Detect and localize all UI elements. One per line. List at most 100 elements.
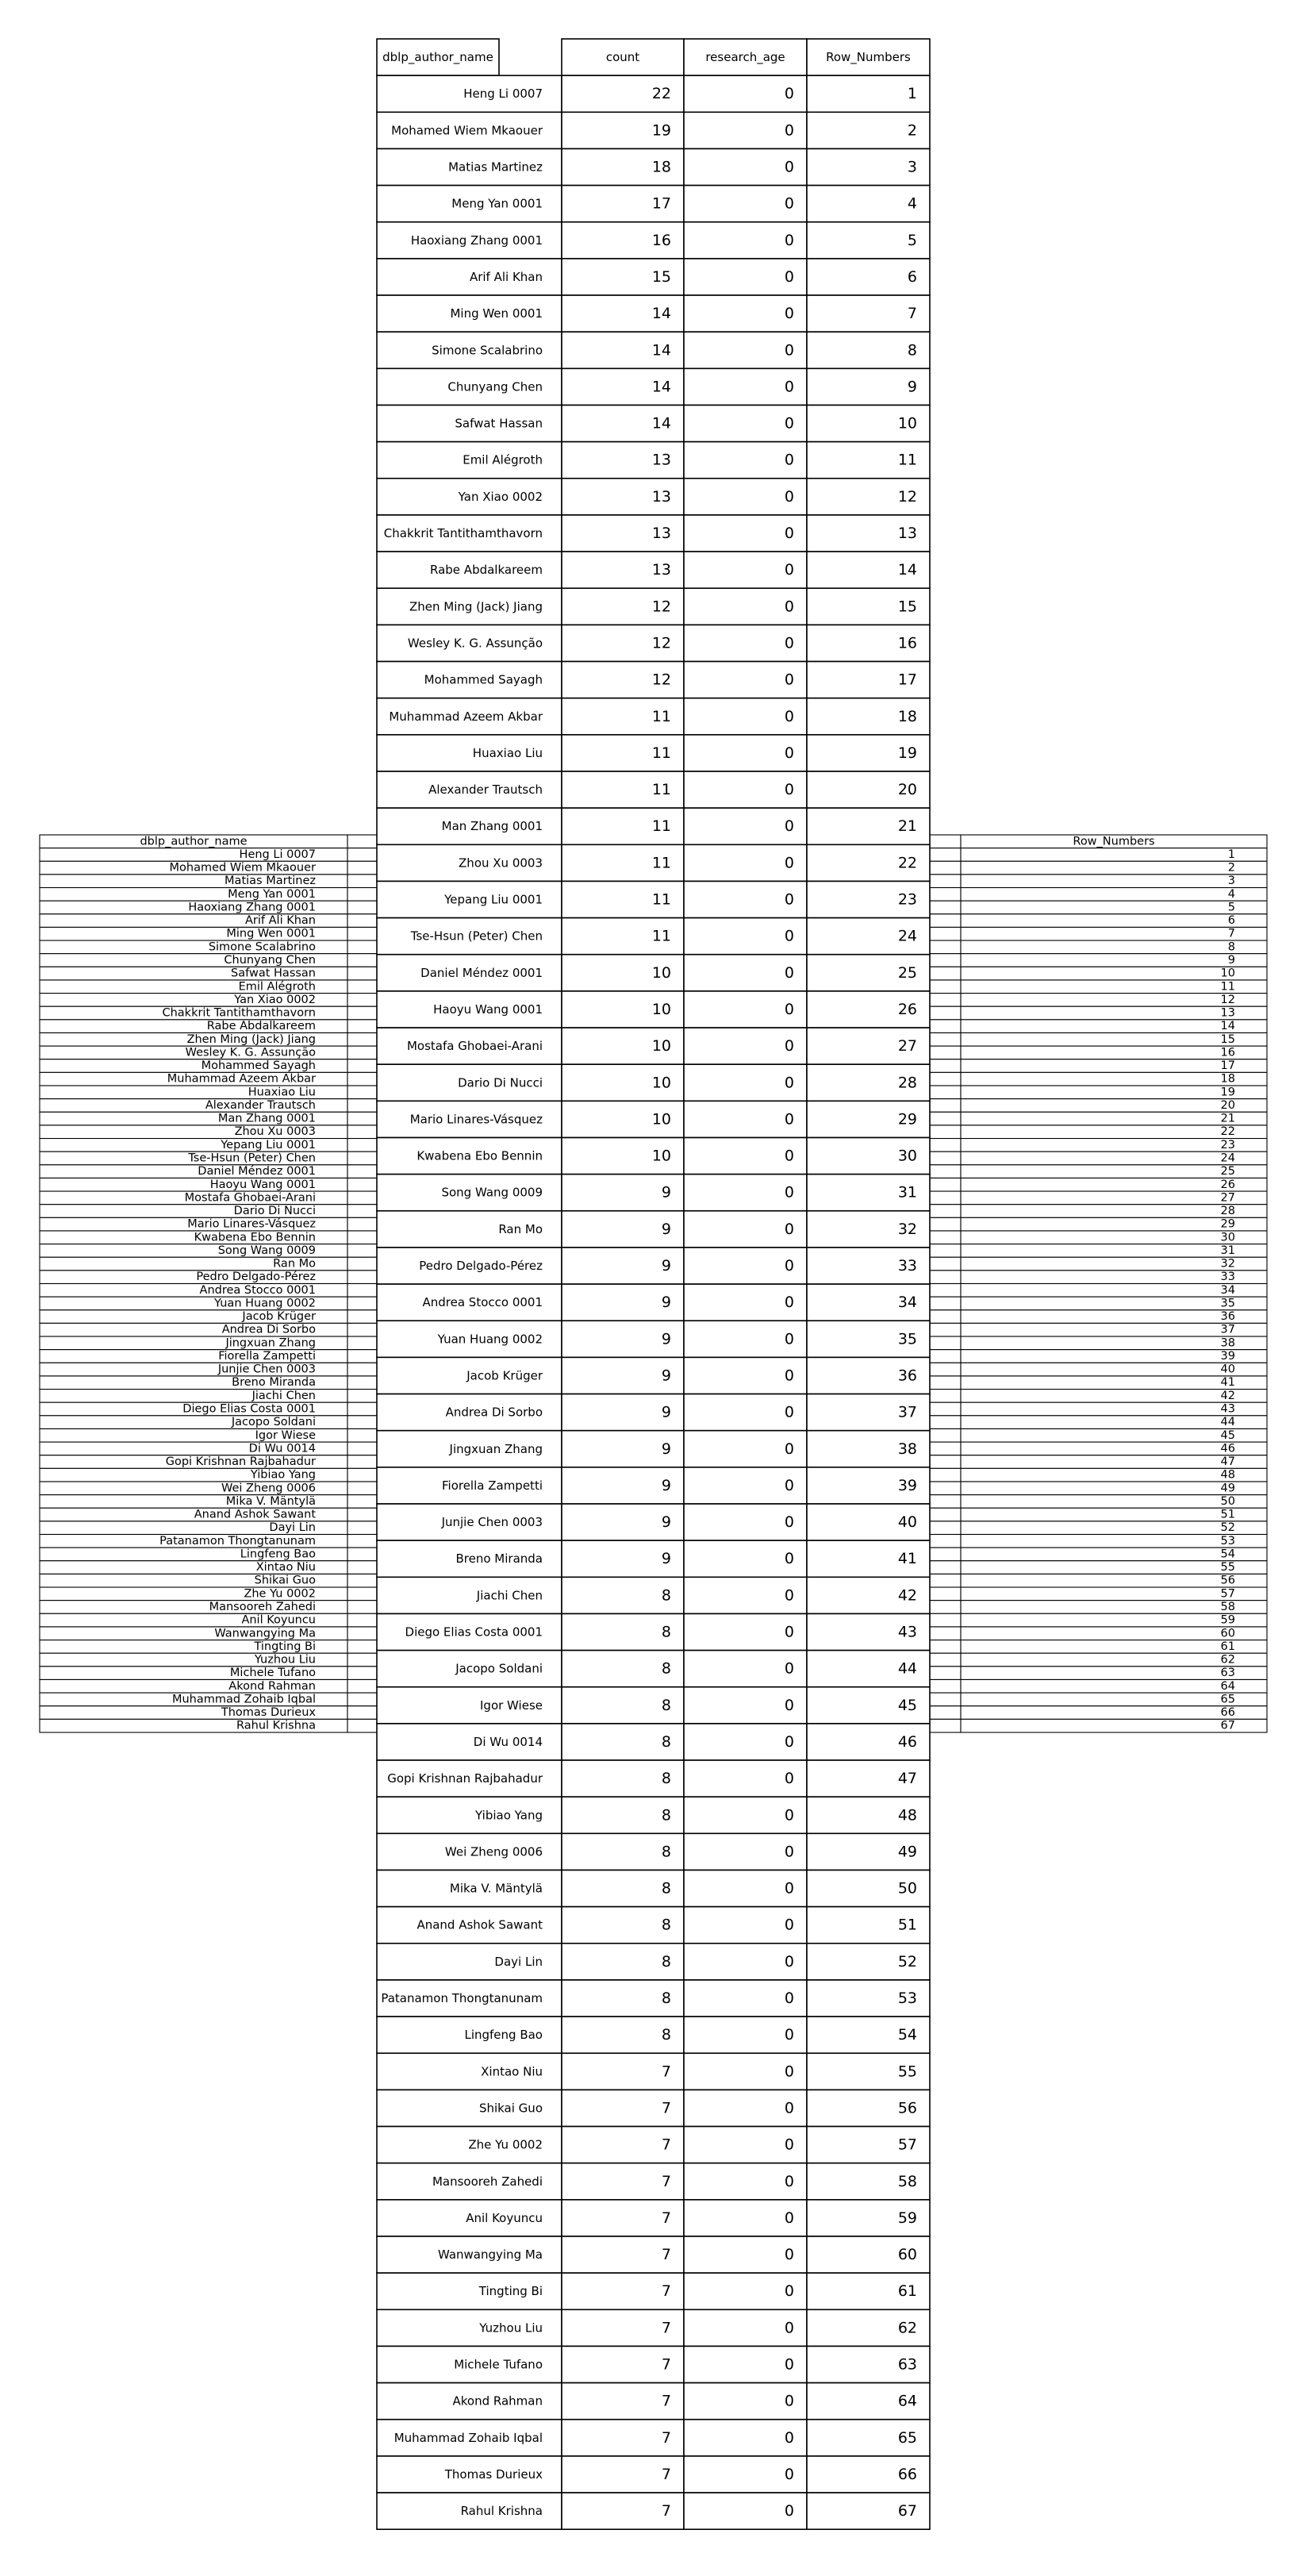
research-age-cell [683, 1320, 808, 1359]
compact-age-cell [929, 926, 962, 941]
row-number-cell [806, 2272, 931, 2311]
compact-count-cell [347, 1560, 378, 1574]
author-cell [376, 1320, 562, 1359]
row-number-value: 18 [898, 708, 917, 725]
count-value: 10 [652, 1074, 671, 1091]
research-age-cell [683, 1429, 808, 1468]
research-age-value: 0 [785, 1953, 794, 1970]
research-age-value: 0 [785, 1037, 794, 1055]
author-name: Haoxiang Zhang 0001 [411, 233, 543, 248]
author-name: Wei Zheng 0006 [445, 1844, 543, 1859]
author-name: Yuzhou Liu [478, 2320, 543, 2335]
research-age-value: 0 [785, 671, 794, 689]
compact-author-name: Zhou Xu 0003 [235, 1125, 316, 1138]
compact-row-number: 61 [1221, 1640, 1235, 1653]
count-value: 17 [652, 195, 671, 213]
count-value: 12 [652, 598, 671, 615]
author-name: Akond Rahman [453, 2394, 543, 2409]
count-cell [561, 990, 685, 1028]
author-name: Arif Ali Khan [470, 270, 543, 284]
compact-age-cell [929, 1586, 962, 1601]
author-name: Matias Martinez [448, 160, 543, 175]
compact-age-cell [929, 953, 962, 967]
research-age-value: 0 [785, 341, 794, 359]
compact-count-cell [347, 1244, 378, 1258]
count-value: 10 [652, 1037, 671, 1055]
research-age-cell [683, 2418, 808, 2457]
count-cell [561, 294, 685, 333]
row-number-value: 67 [898, 2502, 917, 2520]
research-age-value: 0 [785, 744, 794, 762]
compact-count-cell [347, 1059, 378, 1073]
research-age-value: 0 [785, 2136, 794, 2154]
row-number-cell [806, 1723, 931, 1761]
header-author-name: dblp_author_name [382, 50, 493, 65]
author-name: Andrea Stocco 0001 [422, 1295, 543, 1309]
compact-row-number: 8 [1228, 940, 1235, 953]
compact-count-cell [347, 1032, 378, 1047]
compact-age-cell [929, 1507, 962, 1522]
compact-author-name: Anand Ashok Sawant [194, 1509, 317, 1521]
count-value: 11 [652, 928, 671, 945]
author-cell [376, 2089, 562, 2128]
row-number-value: 13 [898, 525, 917, 542]
row-number-value: 43 [898, 1624, 917, 1641]
row-number-cell [806, 1210, 931, 1248]
research-age-value: 0 [785, 1586, 794, 1604]
compact-count-cell [347, 1692, 378, 1707]
author-cell [376, 551, 562, 590]
compact-age-cell [929, 834, 962, 849]
count-cell [561, 734, 685, 772]
compact-count-cell [347, 1640, 378, 1654]
row-number-cell [806, 2052, 931, 2091]
research-age-value: 0 [785, 1184, 794, 1201]
research-age-cell [683, 990, 808, 1028]
research-age-cell [683, 440, 808, 479]
author-cell [376, 2492, 562, 2531]
row-number-value: 66 [898, 2466, 917, 2483]
compact-row-number: 35 [1221, 1297, 1235, 1309]
research-age-cell [683, 477, 808, 516]
author-name: Muhammad Zohaib Iqbal [394, 2431, 543, 2445]
compact-row-number: 41 [1221, 1376, 1235, 1389]
compact-author-name: Anil Koyuncu [241, 1614, 316, 1627]
author-cell [376, 1467, 562, 1505]
compact-author-name: Junjie Chen 0003 [217, 1363, 316, 1376]
compact-author-name: Muhammad Azeem Akbar [167, 1073, 316, 1086]
compact-age-cell [929, 1481, 962, 1496]
row-number-value: 59 [898, 2209, 917, 2227]
count-cell [561, 221, 685, 260]
count-value: 14 [652, 305, 671, 322]
compact-age-cell [929, 860, 962, 875]
compact-count-cell [347, 860, 378, 875]
compact-row-number: 22 [1221, 1125, 1235, 1138]
author-name: Mika V. Mäntylä [450, 1882, 543, 1896]
author-name: Tingting Bi [478, 2284, 543, 2298]
count-cell [561, 1686, 685, 1724]
count-value: 8 [662, 1990, 671, 2007]
compact-author-name: Simone Scalabrino [209, 940, 316, 953]
row-number-cell [806, 660, 931, 699]
author-name: Jingxuan Zhang [449, 1442, 543, 1456]
compact-row-number: 63 [1221, 1667, 1235, 1679]
research-age-value: 0 [785, 634, 794, 652]
row-number-cell [806, 440, 931, 479]
compact-row-number: 64 [1221, 1680, 1235, 1693]
research-age-value: 0 [785, 561, 794, 579]
row-number-value: 25 [898, 964, 917, 982]
compact-author-name: Heng Li 0007 [240, 848, 316, 861]
compact-row-number: 17 [1221, 1059, 1235, 1072]
author-cell [376, 1905, 562, 1944]
research-age-cell [683, 2236, 808, 2274]
count-value: 13 [652, 488, 671, 506]
count-value: 16 [652, 232, 671, 249]
author-name: Haoyu Wang 0001 [433, 1002, 543, 1017]
compact-author-name: Mostafa Ghobaei-Arani [185, 1191, 316, 1204]
author-name: Jacob Krüger [466, 1368, 543, 1382]
author-name: Zhe Yu 0002 [468, 2138, 543, 2152]
row-number-cell [806, 1832, 931, 1871]
compact-author-name: Tingting Bi [253, 1640, 316, 1653]
research-age-value: 0 [785, 2063, 794, 2080]
count-value: 19 [652, 121, 671, 139]
